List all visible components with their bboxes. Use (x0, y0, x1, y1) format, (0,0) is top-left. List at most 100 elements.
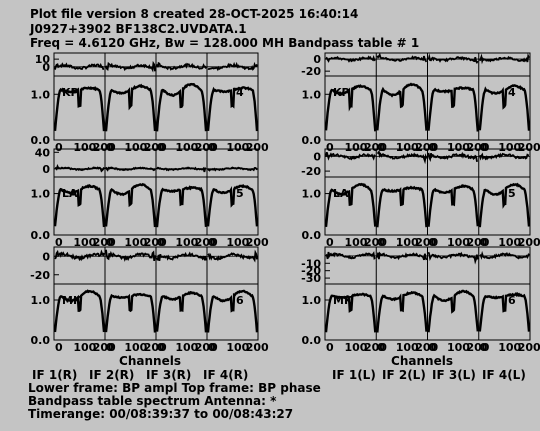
if-label-right: IF 3(L) (432, 368, 476, 382)
if-label-right: IF 2(L) (382, 368, 426, 382)
amp-tick-label: 1.0 (31, 294, 51, 307)
footer-line-1: Lower frame: BP ampl Top frame: BP phase (28, 381, 321, 395)
amp-tick-label: 1.0 (302, 188, 322, 201)
x-tick-label: 200 (364, 341, 387, 354)
x-tick-label: 100 (396, 341, 419, 354)
x-tick-label: 100 (396, 141, 419, 154)
phase-series-if1 (54, 249, 105, 262)
amp-series-if1 (53, 289, 106, 333)
amp-series-if2 (104, 83, 157, 132)
phase-tick-label: 0 (42, 163, 50, 176)
x-tick-label: 200 (144, 236, 167, 249)
phase-series-if2 (105, 249, 156, 262)
phase-series-if3 (427, 251, 479, 265)
footer-line-2: Bandpass table spectrum Antenna: * (28, 394, 277, 408)
x-tick-label: 200 (195, 341, 218, 354)
x-tick-label: 100 (124, 236, 147, 249)
amp-tick-label: 1.0 (31, 88, 51, 101)
x-tick-label: 0 (106, 236, 114, 249)
if-label-left: IF 2(R) (89, 368, 134, 382)
amp-series-if2 (376, 185, 428, 228)
x-tick-label: 100 (447, 341, 470, 354)
x-tick-label: 200 (364, 236, 387, 249)
x-tick-label: 200 (518, 141, 540, 154)
x-tick-label: 200 (93, 141, 116, 154)
phase-series-if3 (156, 251, 207, 262)
header-line-1: Plot file version 8 created 28-OCT-2025 … (30, 7, 358, 21)
amp-series-if4 (478, 182, 531, 228)
x-tick-label: 100 (175, 236, 198, 249)
phase-tick-label: -20 (301, 165, 321, 178)
amp-series-if1 (53, 85, 106, 132)
amp-series-if3 (427, 86, 479, 132)
antenna-label: KP (333, 86, 350, 99)
x-tick-label: 200 (93, 236, 116, 249)
x-tick-label: 200 (246, 141, 269, 154)
x-tick-label: 0 (55, 341, 63, 354)
phase-tick-label: -20 (301, 265, 321, 278)
x-tick-label: 0 (55, 236, 63, 249)
phase-series-if3 (427, 53, 479, 65)
antenna-number: 4 (508, 86, 516, 99)
x-tick-label: 200 (144, 141, 167, 154)
phase-series-if4 (207, 249, 258, 263)
x-tick-label: 0 (326, 236, 334, 249)
phase-series-if3 (156, 61, 207, 71)
x-tick-label: 0 (480, 236, 488, 249)
x-tick-label: 0 (157, 141, 165, 154)
x-tick-label: 200 (466, 141, 489, 154)
phase-series-if1 (54, 163, 105, 173)
x-tick-label: 100 (226, 341, 249, 354)
x-tick-label: 200 (415, 141, 438, 154)
x-tick-label: 100 (124, 341, 147, 354)
amp-series-if4 (206, 183, 259, 227)
phase-tick-label: 0 (313, 53, 321, 66)
phase-series-if4 (207, 166, 258, 172)
amp-tick-label: 0.0 (31, 334, 51, 347)
antenna-label: LA (62, 187, 78, 200)
x-tick-label: 100 (124, 141, 147, 154)
phase-tick-label: 0 (313, 150, 321, 163)
amp-series-if1 (324, 84, 377, 132)
x-tick-label: 100 (498, 141, 521, 154)
amp-tick-label: 1.0 (302, 294, 322, 307)
x-tick-label: 200 (466, 236, 489, 249)
antenna-number: 5 (236, 187, 244, 200)
amp-tick-label: 1.0 (302, 88, 322, 101)
phase-tick-label: 0 (42, 61, 50, 74)
if-label-right: IF 1(L) (332, 368, 376, 382)
phase-series-if2 (376, 150, 428, 165)
phase-series-if1 (325, 55, 376, 63)
x-tick-label: 0 (429, 141, 437, 154)
amp-series-if3 (427, 183, 479, 227)
x-tick-label: 0 (326, 341, 334, 354)
x-tick-label: 100 (447, 236, 470, 249)
if-label-left: IF 4(R) (203, 368, 248, 382)
x-tick-label: 200 (195, 141, 218, 154)
amp-tick-label: 0.0 (302, 229, 322, 242)
header-line-2: J0927+3902 BF138C2.UVDATA.1 (29, 22, 247, 36)
if-label-left: IF 3(R) (146, 368, 191, 382)
phase-series-if1 (54, 62, 105, 70)
antenna-number: 6 (508, 294, 516, 307)
x-tick-label: 0 (480, 341, 488, 354)
amp-series-if1 (324, 182, 377, 228)
x-tick-label: 100 (226, 141, 249, 154)
x-tick-label: 0 (326, 141, 334, 154)
phase-series-if4 (478, 52, 530, 65)
amp-series-if4 (206, 289, 259, 333)
amp-series-if2 (376, 82, 428, 131)
x-tick-label: 0 (157, 236, 165, 249)
x-tick-label: 100 (73, 341, 96, 354)
x-tick-label: 200 (195, 236, 218, 249)
phase-series-if4 (207, 61, 258, 72)
x-tick-label: 0 (480, 141, 488, 154)
x-tick-label: 100 (175, 141, 198, 154)
x-tick-label: 0 (429, 236, 437, 249)
x-tick-label: 200 (415, 341, 438, 354)
amp-series-if3 (427, 289, 479, 333)
